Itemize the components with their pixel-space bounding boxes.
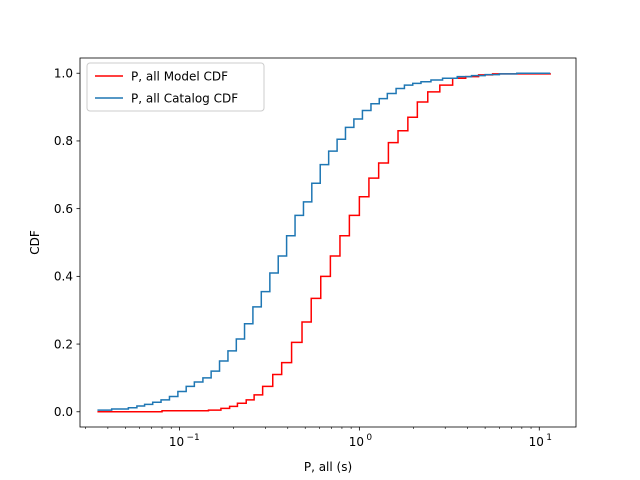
y-tick-label: 1.0: [54, 67, 73, 81]
legend-box: [86, 62, 265, 112]
legend-label: P, all Catalog CDF: [131, 91, 238, 105]
x-tick-label-exponent: 1: [546, 433, 552, 443]
x-tick-label: 10: [169, 435, 184, 449]
x-tick-label: 10: [529, 435, 544, 449]
y-axis-label: CDF: [28, 230, 42, 255]
legend: P, all Model CDF P, all Catalog CDF: [86, 62, 265, 112]
x-tick-label: 10: [349, 435, 364, 449]
series-layer: [97, 72, 551, 413]
y-tick-label: 0.8: [54, 134, 73, 148]
x-tick-label-exponent: −1: [186, 433, 199, 443]
y-tick-label: 0.4: [54, 270, 73, 284]
x-axis-label: P, all (s): [304, 460, 352, 474]
x-tick-label-exponent: 0: [366, 433, 372, 443]
legend-label: P, all Model CDF: [131, 69, 228, 83]
y-tick-label: 0.0: [54, 405, 73, 419]
series-line-model-cdf: [97, 73, 551, 413]
y-tick-label: 0.2: [54, 337, 73, 351]
axes-frame: [79, 57, 577, 428]
series-line-catalog-cdf: [97, 72, 551, 411]
ticks-layer: 0.00.20.40.60.81.010 −1 10 0 10 1: [54, 67, 552, 449]
y-tick-label: 0.6: [54, 202, 73, 216]
